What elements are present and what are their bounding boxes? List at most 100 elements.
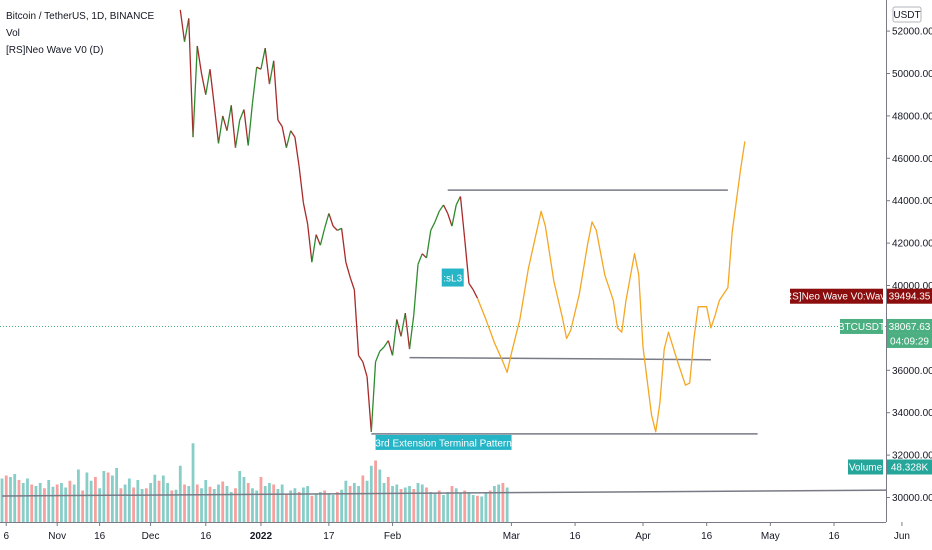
volume-bar xyxy=(480,496,484,522)
countdown-box[interactable] xyxy=(887,333,932,348)
projection-line[interactable] xyxy=(476,141,746,433)
price-segment xyxy=(247,103,254,146)
volume-bar xyxy=(60,483,63,522)
volume-bar xyxy=(276,489,280,522)
volume-bar xyxy=(4,475,8,522)
volume-bar xyxy=(212,489,216,522)
price-segment xyxy=(404,312,411,350)
volume-bar xyxy=(378,469,382,522)
volume-bar xyxy=(433,493,437,522)
volume-bar xyxy=(318,492,322,522)
volume-bar xyxy=(437,490,441,522)
volume-bar xyxy=(386,477,390,522)
volume-bar xyxy=(327,493,331,522)
volume-bar xyxy=(200,488,203,522)
price-segment xyxy=(455,196,462,206)
volume-bar xyxy=(259,477,263,522)
price-segment xyxy=(337,227,342,231)
volume-bar xyxy=(382,483,386,522)
price-segment xyxy=(362,361,368,377)
pattern-label-box[interactable] xyxy=(375,434,512,450)
volume-bar xyxy=(38,483,42,522)
volume-bar xyxy=(242,477,246,522)
time-axis[interactable]: 6 Nov 16 Dec 16 2022 17 Feb Mar 16 Apr 16 May 16 Jun xyxy=(0,522,910,542)
x-tick-label: Jun xyxy=(894,531,910,542)
price-axis[interactable]: USDT 52000.00 50000.00 48000.00 46000.00 4400… xyxy=(886,0,932,550)
volume-bar xyxy=(425,487,428,522)
price-segment xyxy=(447,213,453,227)
volume-bar xyxy=(191,443,195,522)
price-segment xyxy=(230,105,237,148)
price-segment xyxy=(366,376,372,432)
y-tick-label: 30000.00 xyxy=(892,493,932,504)
indicator-value-box[interactable] xyxy=(887,288,932,304)
price-segment xyxy=(205,69,211,95)
price-value-box[interactable] xyxy=(887,318,932,334)
price-segment xyxy=(192,45,198,138)
volume-bar xyxy=(403,487,407,522)
y-tick-label: 36000.00 xyxy=(892,366,932,377)
volume-bar xyxy=(55,484,59,522)
volume-bar xyxy=(501,483,505,522)
volume-bar xyxy=(64,487,68,522)
indicator-legend[interactable]: [RS]Neo Wave V0 (D) xyxy=(6,45,104,56)
price-segment xyxy=(306,223,313,263)
volume-bar xyxy=(459,493,462,522)
volume-value-box[interactable] xyxy=(887,459,932,475)
sl3-label-box[interactable] xyxy=(441,268,464,287)
price-axis-bg xyxy=(886,0,932,550)
volume-name-tag[interactable] xyxy=(848,459,883,475)
volume-bar xyxy=(13,474,17,522)
indicator-value: 39494.35 xyxy=(889,292,931,303)
symbol-title[interactable]: Bitcoin / TetherUS, 1D, BINANCE xyxy=(6,11,155,22)
currency-box[interactable] xyxy=(892,6,922,23)
chart-legend: Bitcoin / TetherUS, 1D, BINANCE Vol [RS]… xyxy=(6,8,154,59)
volume-bar xyxy=(85,472,89,522)
price-segment xyxy=(328,213,334,227)
x-tick-label: 2022 xyxy=(250,531,273,542)
price-segment xyxy=(391,319,398,356)
price-segment xyxy=(438,204,445,212)
volume-bar xyxy=(102,471,106,522)
price-segment xyxy=(434,211,440,223)
price-segment xyxy=(319,228,326,246)
volume-bar xyxy=(505,487,509,522)
price-segment xyxy=(383,340,389,348)
price-segment xyxy=(379,346,385,352)
price-segment xyxy=(349,276,355,290)
price-segment xyxy=(277,119,283,127)
level-line[interactable] xyxy=(1,489,932,497)
price-segment xyxy=(251,67,258,104)
price-segment xyxy=(315,234,321,246)
price-segment xyxy=(413,264,419,316)
volume-name: Volume xyxy=(849,463,883,474)
volume-bar xyxy=(429,492,433,522)
x-tick-label: 16 xyxy=(828,531,840,542)
volume-bar xyxy=(493,486,496,522)
volume-legend[interactable]: Vol xyxy=(6,28,20,39)
volume-bar xyxy=(123,484,127,522)
volume-bar xyxy=(161,475,165,522)
y-tick-label: 46000.00 xyxy=(892,154,932,165)
volume-bar xyxy=(93,477,97,522)
price-segment xyxy=(353,289,360,356)
x-tick-label: 17 xyxy=(323,531,335,542)
price-segment xyxy=(264,47,271,85)
volume-bar xyxy=(293,488,297,522)
volume-bar xyxy=(297,492,301,522)
volume-bar xyxy=(463,490,467,522)
plot-area[interactable]: :sL3 3rd Extension Terminal Pattern [RS]Ne… xyxy=(0,9,932,522)
volume-bar xyxy=(488,490,492,522)
volume-bar xyxy=(374,460,377,522)
price-segment xyxy=(472,289,479,299)
price-segment xyxy=(425,230,432,259)
symbol-name-tag[interactable] xyxy=(840,318,883,334)
price-segment xyxy=(222,115,228,131)
indicator-name-tag[interactable] xyxy=(790,288,883,304)
level-line[interactable] xyxy=(409,356,711,361)
volume-bar xyxy=(285,493,288,522)
price-segment xyxy=(408,315,415,350)
pattern-label: 3rd Extension Terminal Pattern xyxy=(375,438,512,449)
volume-bar xyxy=(68,480,72,522)
